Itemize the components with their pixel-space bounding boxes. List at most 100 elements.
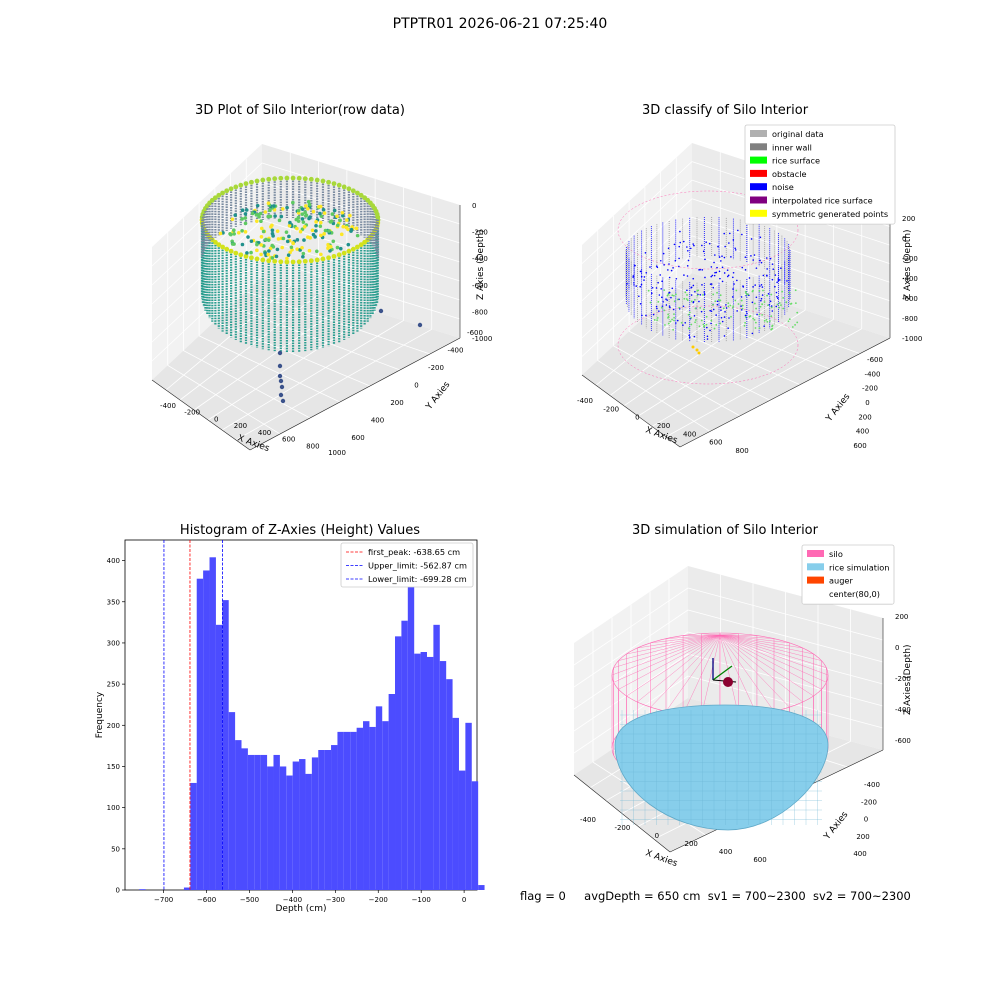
noise-point bbox=[776, 281, 778, 284]
noise-point bbox=[679, 230, 681, 233]
histogram-bar bbox=[260, 754, 268, 890]
z-tick-label: -600 bbox=[472, 282, 488, 290]
legend-swatch bbox=[750, 209, 767, 217]
rice-surface-point bbox=[687, 313, 690, 316]
point bbox=[259, 234, 264, 239]
point bbox=[288, 220, 292, 225]
point bbox=[279, 214, 284, 219]
noise-point bbox=[662, 252, 665, 255]
histogram-bar bbox=[318, 750, 325, 890]
noise-point bbox=[662, 301, 664, 303]
noise-point bbox=[694, 290, 696, 293]
noise-point bbox=[740, 309, 743, 311]
noise-point bbox=[698, 300, 700, 303]
raw-point-cloud bbox=[199, 175, 423, 404]
point bbox=[285, 205, 289, 210]
histogram-bar bbox=[215, 624, 223, 890]
point bbox=[291, 241, 295, 245]
x-tick-label: 400 bbox=[258, 429, 271, 437]
histogram-bar bbox=[267, 766, 274, 890]
rice-surface-point bbox=[702, 325, 705, 328]
noise-point bbox=[693, 315, 696, 317]
noise-point bbox=[687, 259, 690, 262]
rice-surface-point bbox=[753, 302, 756, 305]
noise-point bbox=[723, 316, 726, 318]
rice-surface-point bbox=[713, 327, 716, 330]
point bbox=[284, 259, 290, 265]
point bbox=[220, 244, 225, 250]
x-tick-label: −600 bbox=[197, 896, 216, 904]
rice-surface-point bbox=[702, 323, 705, 326]
point bbox=[300, 212, 305, 216]
noise-point bbox=[710, 266, 713, 268]
legend-label: Upper_limit: -562.87 cm bbox=[368, 561, 467, 571]
point bbox=[281, 236, 286, 241]
legend-swatch bbox=[750, 169, 767, 177]
legend-swatch bbox=[750, 183, 767, 191]
z-tick-label: 200 bbox=[902, 215, 915, 223]
y-tick-label: -200 bbox=[428, 364, 444, 372]
point bbox=[338, 218, 342, 223]
rice-surface-point bbox=[676, 298, 679, 301]
z-tick-label: -200 bbox=[902, 255, 918, 263]
point bbox=[329, 244, 333, 249]
point bbox=[354, 226, 359, 231]
legend-swatch bbox=[807, 550, 824, 557]
point bbox=[302, 225, 307, 229]
noise-point bbox=[699, 293, 702, 296]
point bbox=[249, 179, 254, 185]
y-tick-label: 400 bbox=[853, 850, 866, 858]
z-tick-label: 0 bbox=[902, 235, 906, 243]
z-tick-labels: 0 -200 -400 -600 -800 -1000 bbox=[472, 202, 492, 343]
histogram-bar bbox=[452, 717, 459, 890]
noise-point bbox=[727, 274, 730, 277]
rice-surface-point bbox=[741, 304, 744, 307]
noise-point bbox=[744, 314, 747, 317]
noise-point bbox=[725, 307, 728, 309]
x-tick-label: -400 bbox=[577, 397, 593, 405]
point bbox=[318, 204, 323, 209]
rice-surface-point bbox=[699, 306, 702, 309]
rice-surface-point bbox=[794, 302, 797, 305]
noise-point bbox=[704, 276, 706, 279]
rice-surface-point bbox=[771, 327, 774, 330]
legend-swatch bbox=[750, 143, 767, 151]
point bbox=[308, 236, 312, 240]
point bbox=[269, 225, 273, 229]
point bbox=[250, 211, 255, 216]
noise-point bbox=[718, 256, 721, 258]
histogram-bars bbox=[139, 557, 485, 890]
noise-point bbox=[668, 291, 671, 294]
rice-surface-point bbox=[717, 299, 720, 301]
noise-point bbox=[750, 238, 753, 240]
x-tick-label: 400 bbox=[719, 848, 732, 856]
noise-point bbox=[651, 286, 654, 289]
rice-surface-point bbox=[673, 319, 675, 322]
point bbox=[311, 232, 316, 237]
rice-surface-point bbox=[673, 300, 676, 303]
legend-box bbox=[744, 124, 896, 225]
noise-point bbox=[705, 241, 707, 243]
histogram-bar bbox=[337, 731, 344, 890]
point bbox=[277, 218, 282, 223]
rice-surface-point bbox=[778, 306, 781, 309]
point bbox=[311, 209, 316, 214]
point bbox=[259, 252, 263, 257]
noise-point bbox=[709, 283, 712, 285]
rice-surface-point bbox=[732, 305, 735, 308]
rice-simulation-surface bbox=[614, 704, 829, 831]
point bbox=[378, 308, 384, 314]
point bbox=[304, 204, 308, 208]
noise-point bbox=[713, 261, 715, 264]
x-axis-label: Depth (cm) bbox=[275, 904, 326, 914]
histogram-bar bbox=[363, 721, 370, 890]
noise-point bbox=[736, 310, 738, 312]
noise-point bbox=[771, 278, 774, 281]
x-tick-label: 600 bbox=[753, 856, 766, 864]
point bbox=[256, 213, 261, 217]
point bbox=[302, 176, 308, 182]
noise-point bbox=[723, 272, 726, 274]
point bbox=[296, 208, 301, 213]
silo-roof-wire bbox=[618, 634, 721, 690]
z-tick-label: -1000 bbox=[902, 335, 922, 343]
